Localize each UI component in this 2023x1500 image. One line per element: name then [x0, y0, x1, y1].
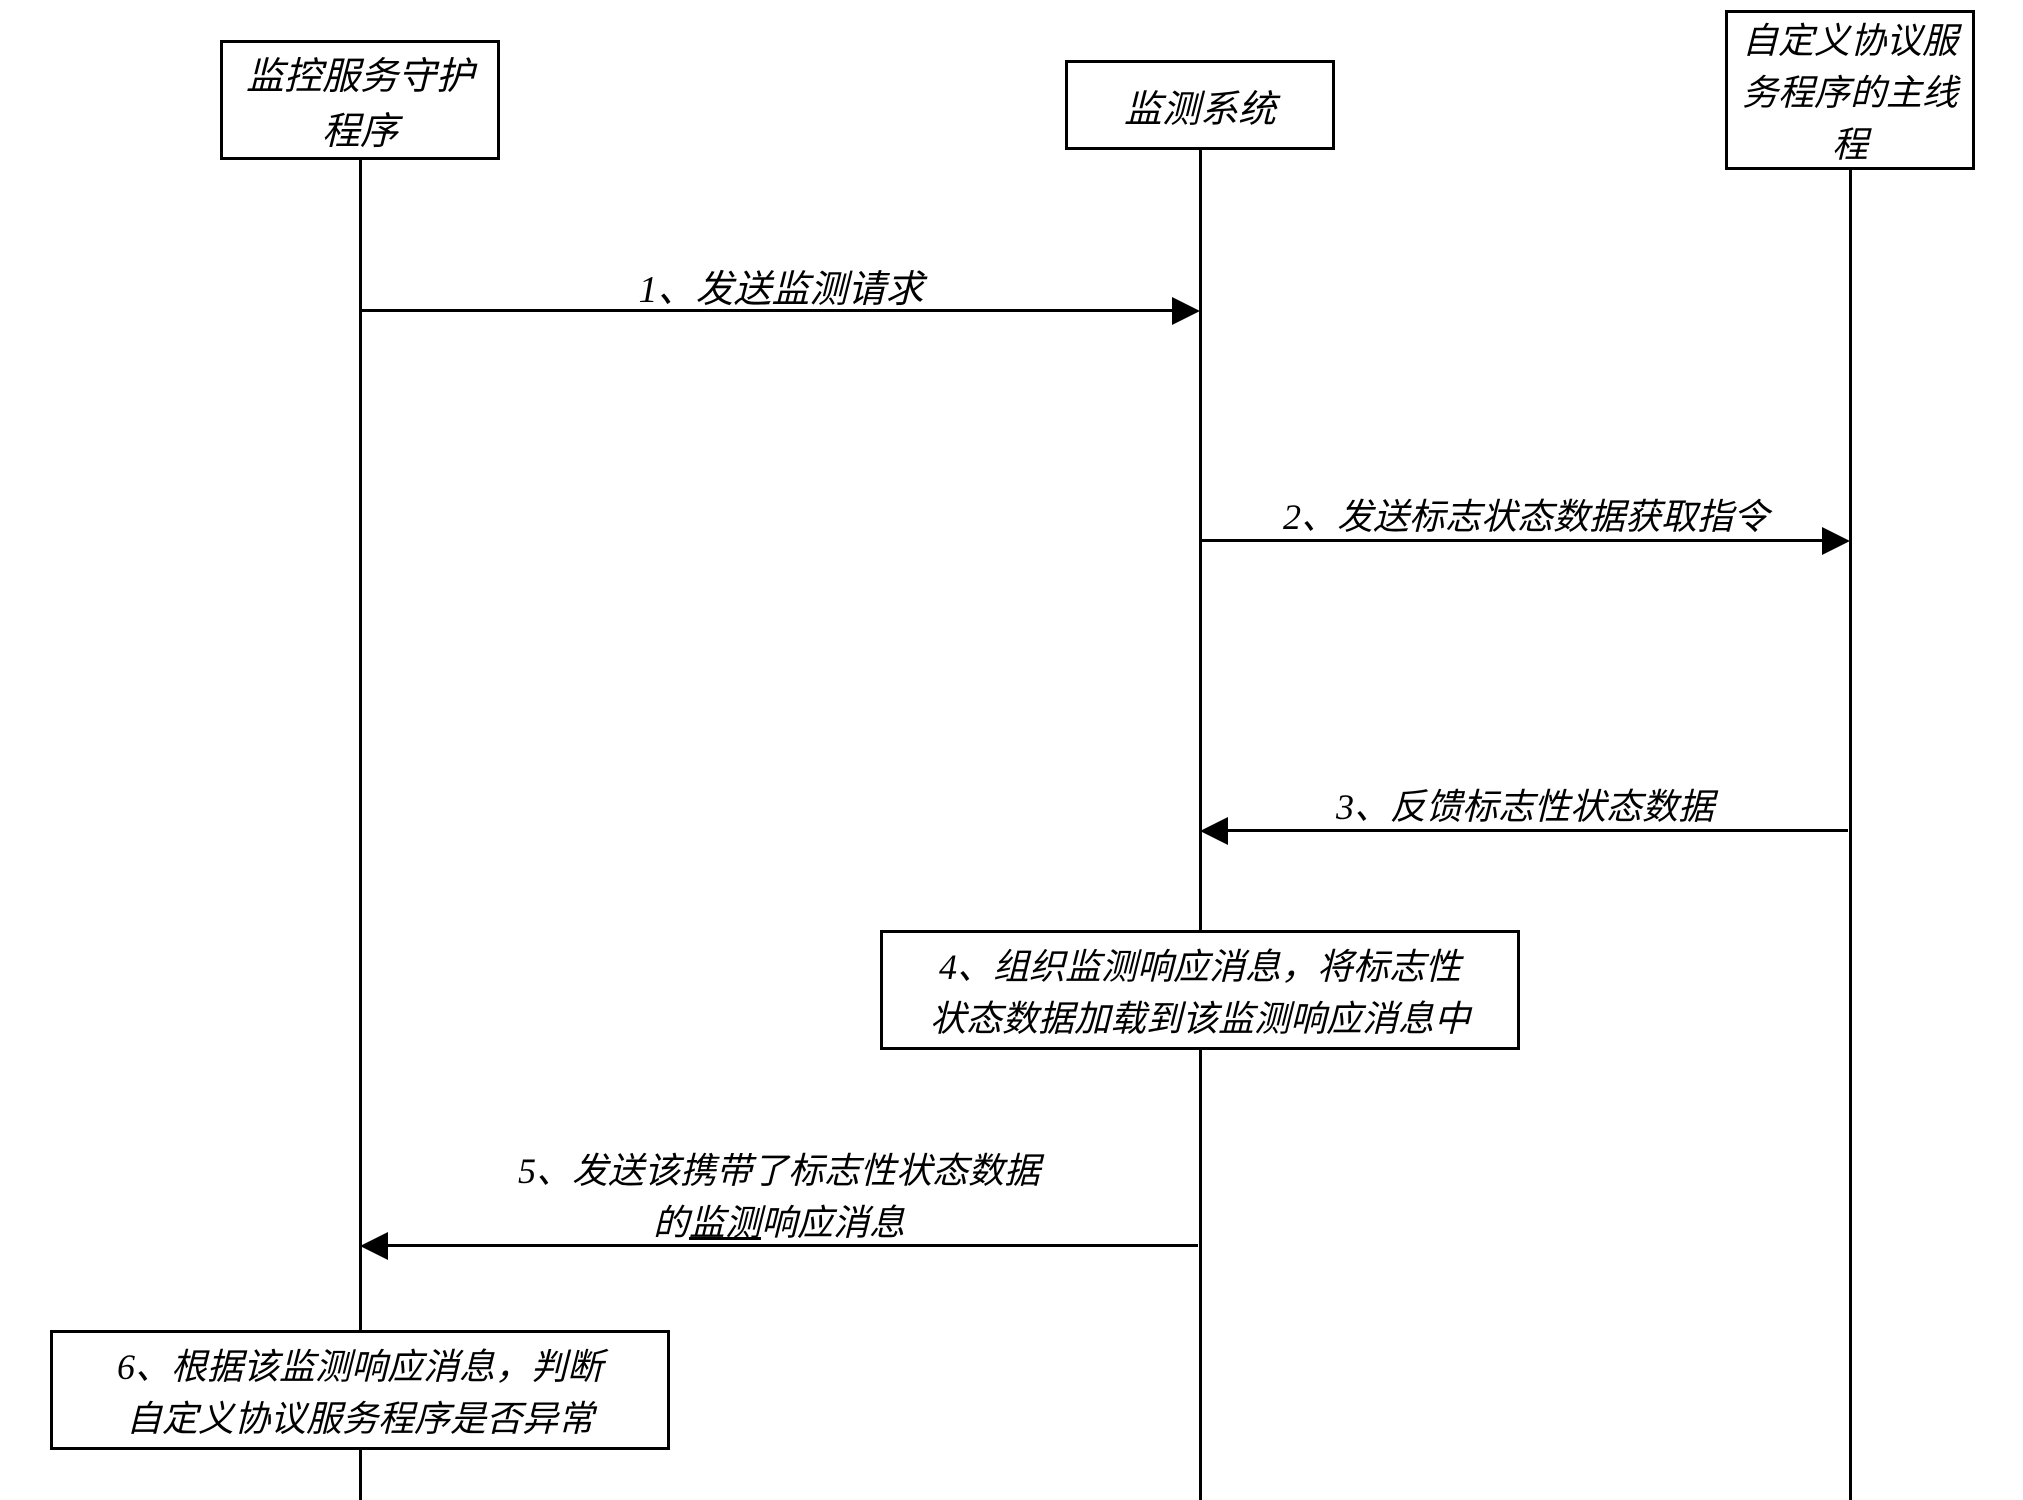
note-n6-line2: 自定义协议服务程序是否异常 [117, 1390, 603, 1442]
message-label-m5-line2: 的监测响应消息 [360, 1194, 1198, 1246]
note-n6-line1: 6、根据该监测响应消息，判断 [117, 1338, 603, 1390]
note-n4-line2: 状态数据加载到该监测响应消息中 [930, 990, 1470, 1042]
message-label-m1: 1、发送监测请求 [362, 258, 1200, 313]
m5-line2-prefix: 的 [653, 1203, 689, 1243]
message-label-m5: 5、发送该携带了标志性状态数据 的监测响应消息 [360, 1142, 1198, 1246]
m5-line2-suffix: 响应消息 [761, 1203, 905, 1243]
participant-box-p1: 监控服务守护 程序 [220, 40, 500, 160]
lifeline-p1 [359, 160, 362, 1500]
note-n4-line1: 4、组织监测响应消息，将标志性 [930, 938, 1470, 990]
note-n6: 6、根据该监测响应消息，判断 自定义协议服务程序是否异常 [50, 1330, 670, 1450]
note-n4: 4、组织监测响应消息，将标志性 状态数据加载到该监测响应消息中 [880, 930, 1520, 1050]
participant-p1-label1: 监控服务守护 [246, 45, 474, 100]
participant-p3-label1: 自定义协议服 [1742, 12, 1958, 64]
m5-line2-underlined: 监测 [689, 1203, 761, 1243]
message-label-m3: 3、反馈标志性状态数据 [1200, 778, 1850, 830]
lifeline-p3 [1849, 170, 1852, 1500]
participant-p1-label2: 程序 [246, 100, 474, 155]
message-label-m5-line1: 5、发送该携带了标志性状态数据 [360, 1142, 1198, 1194]
participant-p2-label1: 监测系统 [1124, 78, 1276, 133]
participant-p3-label3: 程 [1742, 116, 1958, 168]
participant-p3-label2: 务程序的主线 [1742, 64, 1958, 116]
participant-box-p3: 自定义协议服 务程序的主线 程 [1725, 10, 1975, 170]
message-label-m2: 2、发送标志状态数据获取指令 [1202, 488, 1850, 540]
participant-box-p2: 监测系统 [1065, 60, 1335, 150]
